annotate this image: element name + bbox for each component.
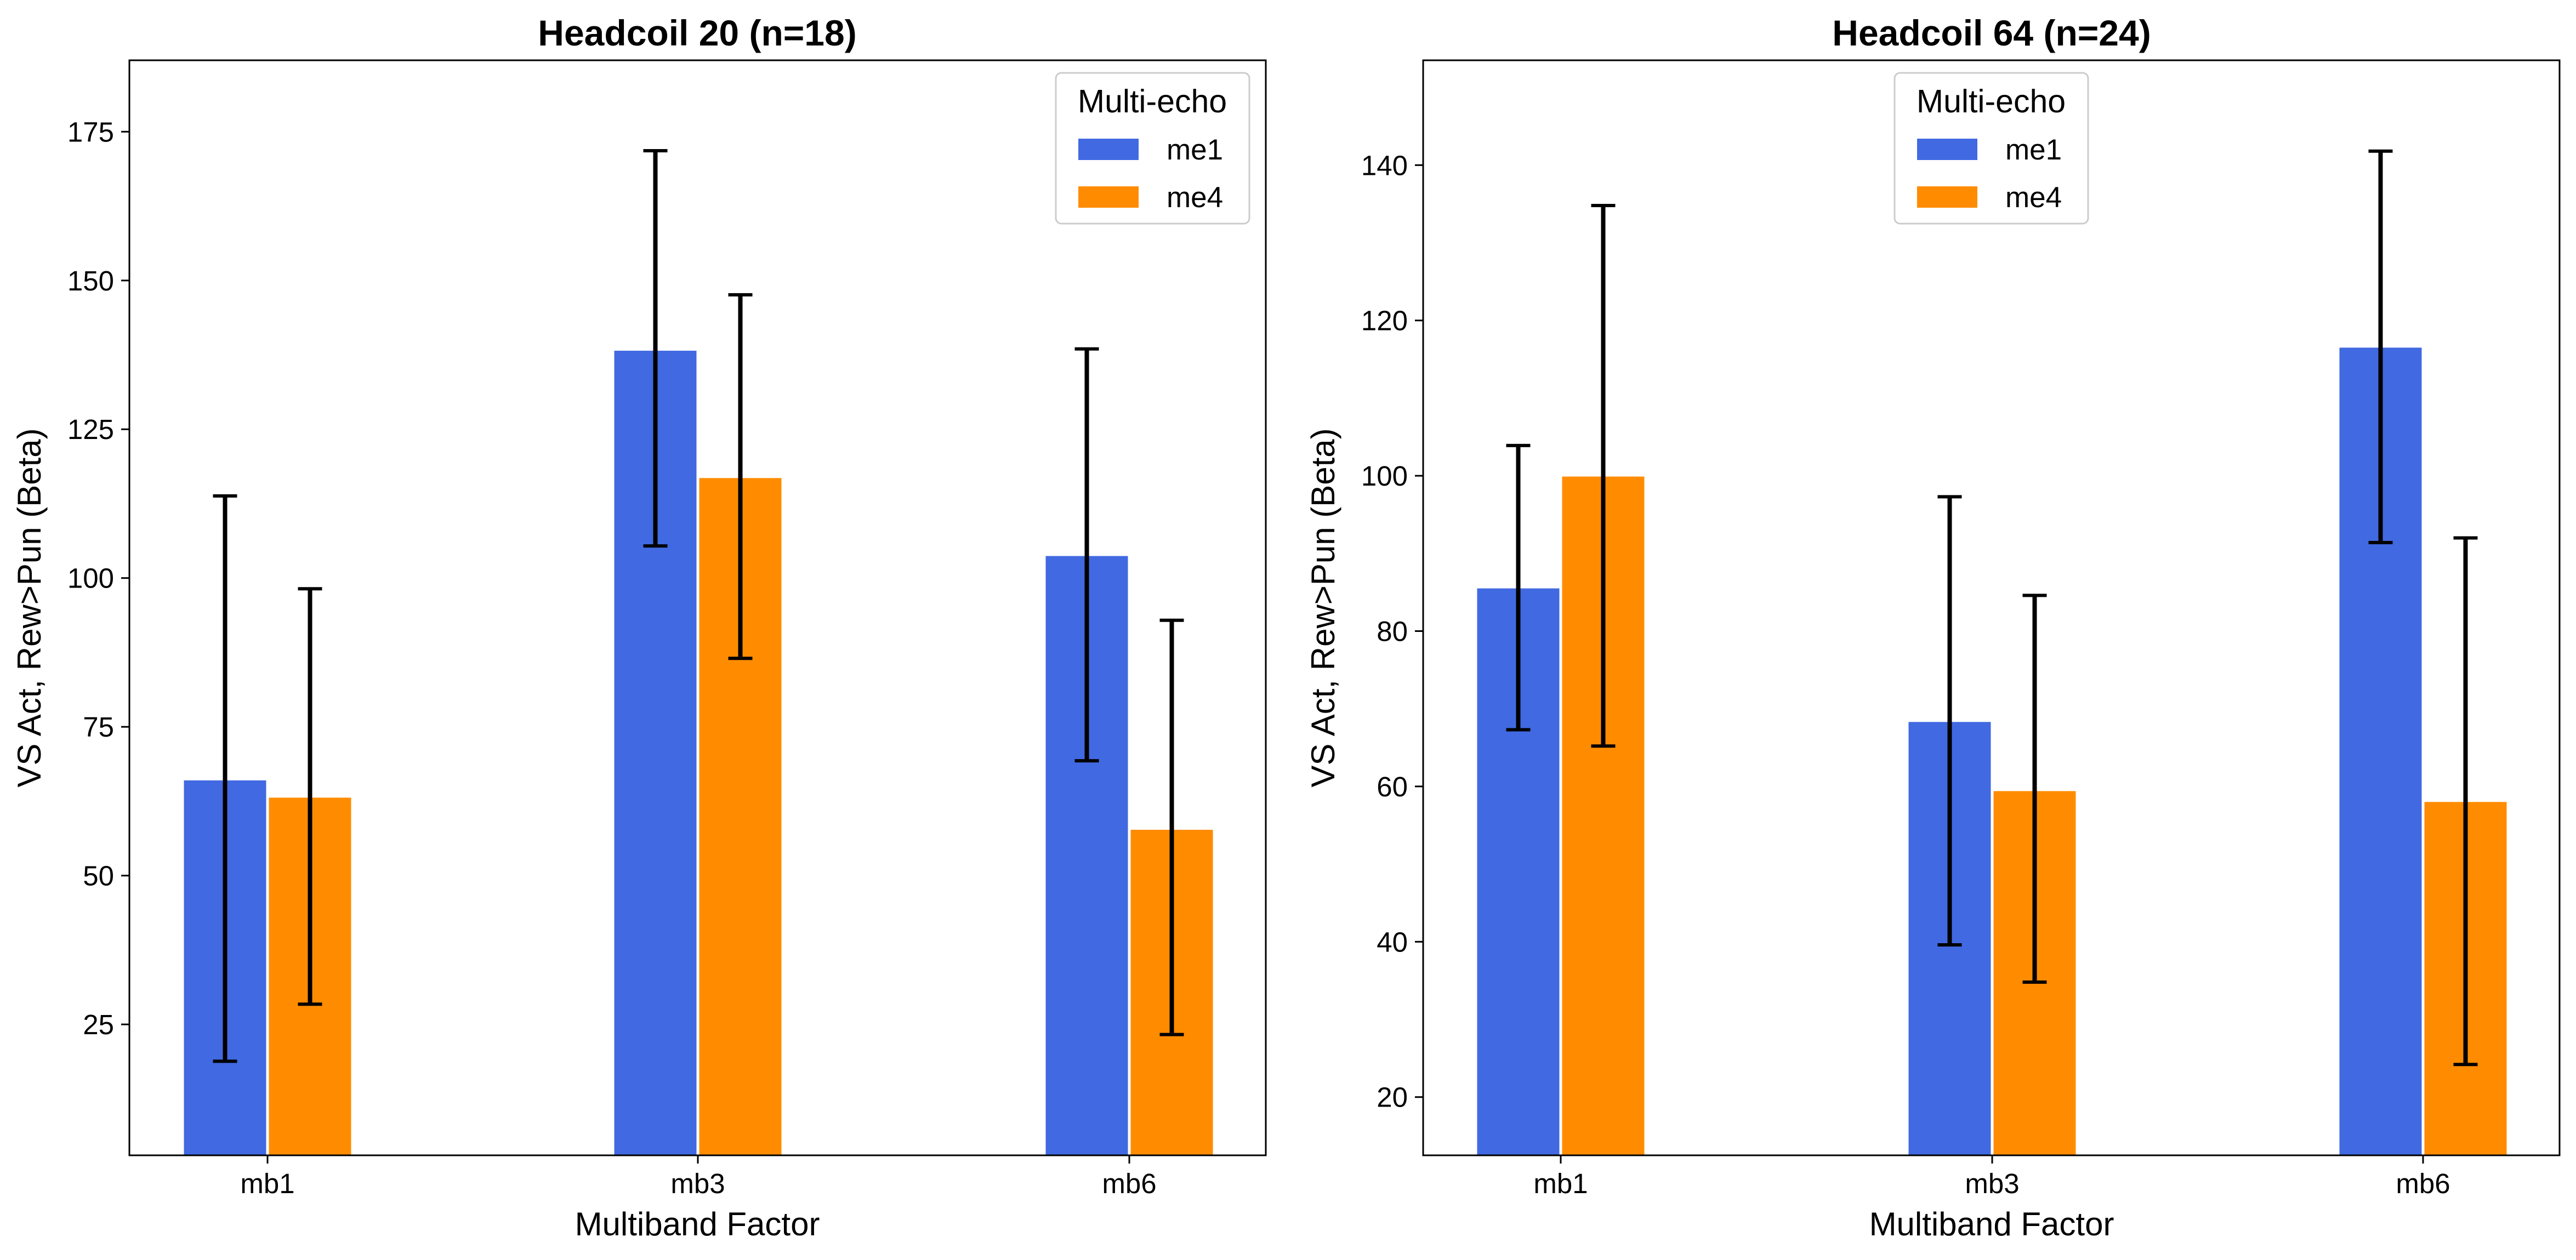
legend-frame (1893, 72, 2089, 225)
chart-title: Headcoil 64 (n=24) (1832, 13, 2151, 53)
legend-label-me4: me4 (1167, 181, 1223, 214)
y-tick-label: 125 (67, 414, 114, 445)
x-tick-label: mb6 (2396, 1168, 2450, 1199)
x-axis-label: Multiband Factor (1869, 1206, 2114, 1242)
error-bar-me1-mb1 (1506, 443, 1531, 732)
y-tick-label: 120 (1361, 305, 1408, 337)
error-bar-me1-mb6 (1074, 347, 1099, 763)
axes-frame (128, 59, 1267, 1156)
legend-frame (1055, 72, 1250, 225)
legend: Multi-echo me1 me4 (1055, 72, 1250, 225)
chart-title: Headcoil 20 (n=18) (538, 13, 856, 53)
error-bar-me1-mb1 (213, 494, 237, 1063)
y-tick-label: 175 (67, 116, 114, 147)
x-tick-label: mb1 (240, 1168, 294, 1199)
chart-panel-headcoil-20: Headcoil 20 (n=18) 25 50 75 100 125 150 175 mb1… (11, 13, 1267, 1242)
y-axis-label: VS Act, Rew>Pun (Beta) (1305, 428, 1341, 787)
y-tick-label: 80 (1377, 616, 1408, 647)
x-tick-label: mb1 (1533, 1168, 1588, 1199)
plot-area: 25 50 75 100 125 150 175 mb1 mb3 mb6 (67, 59, 1267, 1199)
legend-swatch-me4 (1917, 186, 1977, 208)
x-tick-label: mb6 (1102, 1168, 1156, 1199)
error-bar-me4-mb6 (2453, 536, 2478, 1067)
y-tick-label: 20 (1377, 1082, 1408, 1113)
legend-title: Multi-echo (1078, 83, 1227, 119)
error-bar-me4-mb1 (298, 587, 322, 1006)
error-bar-me4-mb1 (1591, 203, 1616, 748)
legend-swatch-me1 (1917, 139, 1977, 160)
error-bar-me1-mb3 (643, 149, 668, 548)
plot-area: 20 40 60 80 100 120 140 mb1 mb3 mb6 (1361, 59, 2561, 1199)
y-tick-label: 60 (1377, 771, 1408, 802)
x-axis-label: Multiband Factor (575, 1206, 820, 1242)
axes-frame (1422, 59, 2561, 1156)
error-bar-me4-mb6 (1159, 618, 1184, 1036)
y-tick-label: 40 (1377, 926, 1408, 957)
y-tick-label: 150 (67, 265, 114, 297)
error-bar-me4-mb3 (728, 293, 753, 660)
legend-swatch-me4 (1078, 186, 1139, 208)
error-bar-me1-mb3 (1937, 495, 1962, 947)
y-tick-label: 75 (83, 711, 114, 743)
chart-panel-headcoil-64: Headcoil 64 (n=24) 20 40 60 80 100 120 140 mb1 m… (1305, 13, 2561, 1242)
y-tick-label: 100 (1361, 460, 1408, 492)
legend-title: Multi-echo (1917, 83, 2066, 119)
legend: Multi-echo me1 me4 (1893, 72, 2089, 225)
x-tick-label: mb3 (670, 1168, 725, 1199)
y-tick-label: 25 (83, 1009, 114, 1040)
y-tick-label: 140 (1361, 150, 1408, 181)
legend-swatch-me1 (1078, 139, 1139, 160)
legend-label-me1: me1 (2005, 134, 2062, 166)
y-tick-label: 100 (67, 563, 114, 594)
error-bar-me4-mb3 (2022, 594, 2047, 984)
x-tick-label: mb3 (1965, 1168, 2019, 1199)
legend-label-me1: me1 (1167, 134, 1223, 166)
y-axis-label: VS Act, Rew>Pun (Beta) (11, 428, 48, 787)
y-tick-label: 50 (83, 860, 114, 892)
error-bar-me1-mb6 (2368, 149, 2393, 544)
legend-label-me4: me4 (2005, 181, 2062, 214)
